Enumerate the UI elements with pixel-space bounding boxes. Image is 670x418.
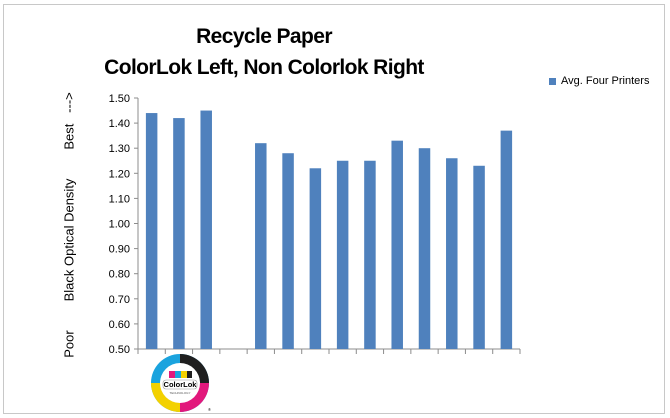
y-tick-label: 1.00 xyxy=(109,219,130,231)
bar xyxy=(500,130,513,349)
legend: Avg. Four Printers xyxy=(549,75,649,87)
bar xyxy=(446,158,458,349)
chart-subtitle: ColorLok Left, Non Colorlok Right xyxy=(104,56,424,79)
logo-text: ColorLok xyxy=(164,380,198,389)
y-tick-label: 0.70 xyxy=(109,294,130,306)
bar xyxy=(418,148,431,349)
bar xyxy=(200,110,212,349)
y-tick-label: 1.30 xyxy=(109,143,130,155)
logo-sub-text: TECHNOLOGY xyxy=(169,391,190,395)
y-tick-label: 1.50 xyxy=(109,93,130,105)
legend-swatch xyxy=(549,77,556,85)
bar xyxy=(255,143,267,349)
y-tick-label: 0.60 xyxy=(109,319,130,331)
y-axis-label: Poor Black Optical Density Best ---> xyxy=(61,92,77,358)
chart-frame: 0.50 0.60 0.70 0.80 0.90 1.00 1.10 1.20 1.30 1.40… xyxy=(3,4,665,414)
bar xyxy=(282,153,294,349)
y-tick-label: 1.10 xyxy=(109,193,130,205)
bar xyxy=(473,165,485,349)
y-tick-label: 1.40 xyxy=(109,118,130,130)
bar xyxy=(391,140,403,349)
legend-label: Avg. Four Printers xyxy=(561,75,650,87)
chart-plot-area: 0.50 0.60 0.70 0.80 0.90 1.00 1.10 1.20 1.30 1.40… xyxy=(109,93,521,356)
bar xyxy=(145,113,158,349)
svg-text:®: ® xyxy=(208,407,211,412)
bar xyxy=(336,160,349,349)
chart-title: Recycle Paper xyxy=(196,25,332,48)
y-tick-label: 0.90 xyxy=(109,244,130,256)
bar xyxy=(364,160,376,349)
y-tick-label: 0.80 xyxy=(109,269,130,281)
y-tick-label: 0.50 xyxy=(109,344,130,356)
y-tick-label: 1.20 xyxy=(109,168,130,180)
bar xyxy=(309,168,322,349)
bar xyxy=(173,118,185,349)
colorlok-logo-icon: ColorLok TECHNOLOGY ® xyxy=(151,354,211,412)
